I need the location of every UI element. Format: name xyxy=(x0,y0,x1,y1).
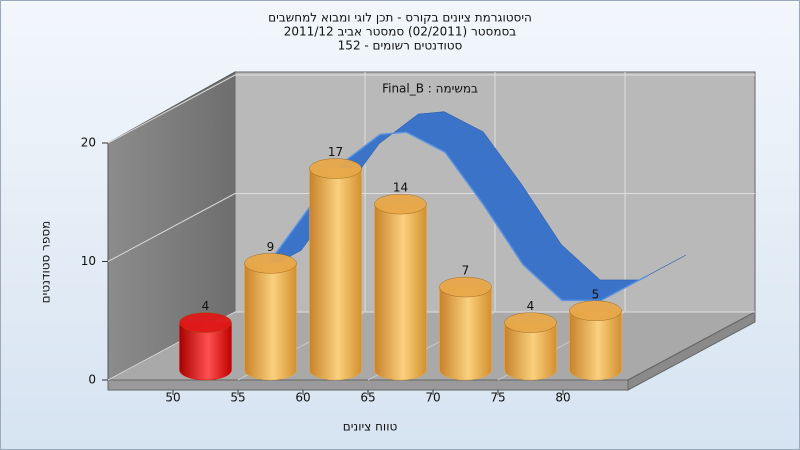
bar xyxy=(504,322,557,381)
value-label: 4 xyxy=(202,299,210,313)
x-axis-label: טווח ציונים xyxy=(343,420,398,434)
x-tick-label: 55 xyxy=(230,391,245,405)
bar xyxy=(179,322,232,381)
y-axis-label: מספר סטודנטים xyxy=(39,221,53,304)
grid-line xyxy=(107,193,236,262)
bar xyxy=(439,286,492,381)
plot-area: 0 10 20 50 55 60 65 70 75 80 4 9 17 14 7 4 5 xyxy=(81,71,756,405)
annotation: במשימה : Final_B xyxy=(382,82,478,96)
floor-front xyxy=(107,379,629,391)
title-line: סטודנטים רשומים - 152 xyxy=(338,39,463,53)
bar-top xyxy=(439,276,492,298)
bar-top xyxy=(309,158,362,179)
bar-top xyxy=(179,312,232,333)
x-tick-label: 80 xyxy=(555,391,570,405)
value-label: 7 xyxy=(462,264,470,278)
bar-top xyxy=(569,300,622,321)
bar xyxy=(309,168,362,381)
title-line: בסמסטר (02/2011) סמסטר אביב 2011/12 xyxy=(284,25,516,39)
bar-top xyxy=(504,312,557,333)
value-label: 14 xyxy=(393,181,408,195)
y-tick-label: 20 xyxy=(81,136,96,150)
y-tick-label: 10 xyxy=(81,254,96,268)
x-tick-label: 75 xyxy=(490,391,505,405)
bar xyxy=(569,310,622,381)
x-tick-label: 65 xyxy=(360,391,375,405)
bar xyxy=(374,203,427,381)
x-tick-label: 70 xyxy=(425,391,440,405)
y-tick-label: 0 xyxy=(88,373,96,387)
x-tick-label: 60 xyxy=(295,391,310,405)
bar-top xyxy=(374,193,427,215)
x-tick-label: 50 xyxy=(165,391,180,405)
bar xyxy=(244,263,297,381)
value-label: 5 xyxy=(592,287,600,301)
value-label: 9 xyxy=(267,240,275,254)
value-label: 17 xyxy=(328,145,343,159)
bar-top xyxy=(244,253,297,274)
value-label: 4 xyxy=(527,299,535,313)
grid-line xyxy=(107,74,236,144)
title-line: היסטוגרמת ציונים בקורס - תכן לוגי ומבוא … xyxy=(268,11,532,25)
